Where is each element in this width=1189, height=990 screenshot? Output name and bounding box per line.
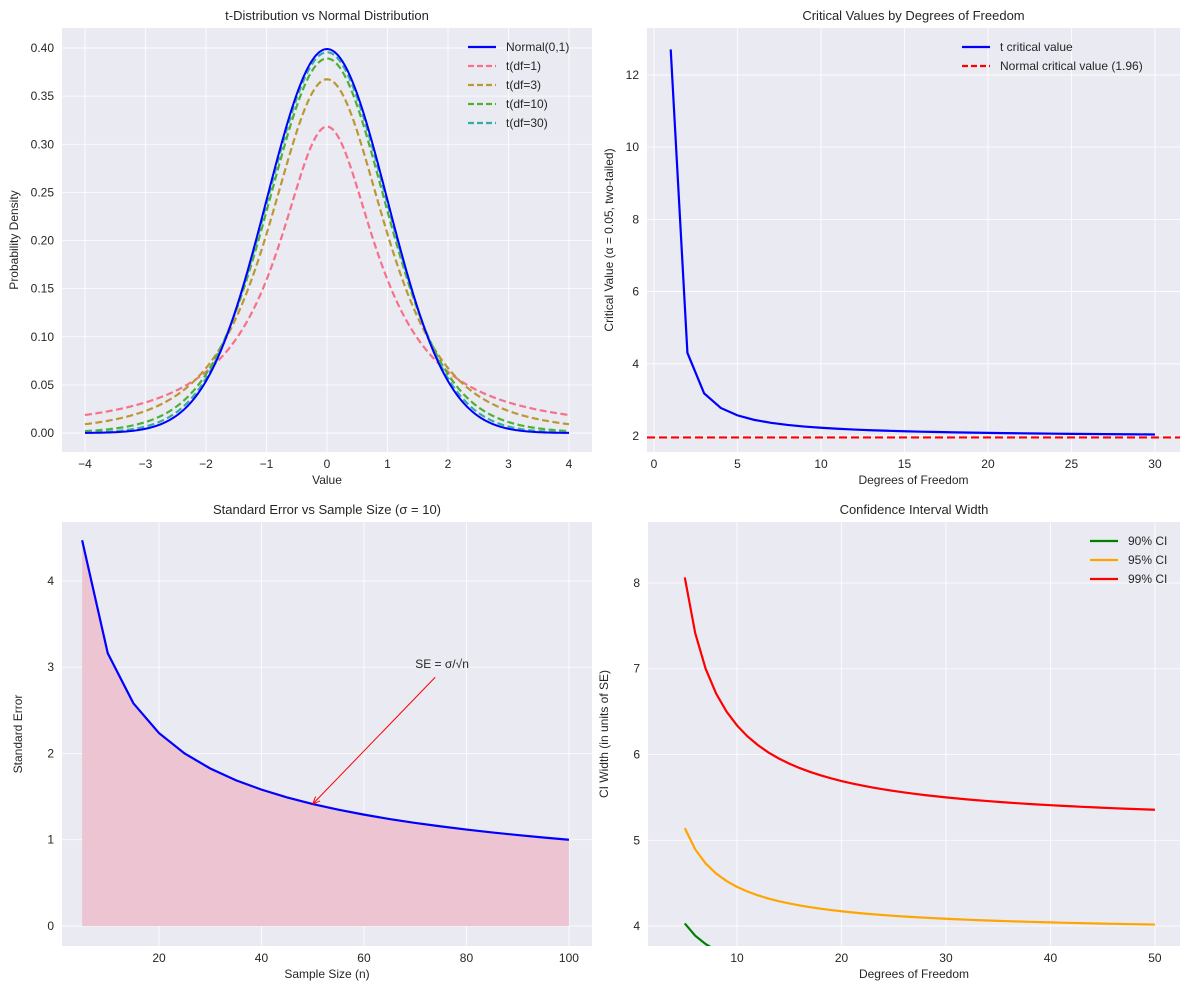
y-tick-label: 2 xyxy=(632,429,639,443)
x-tick-label: −3 xyxy=(139,457,153,471)
x-tick-label: 40 xyxy=(255,951,269,965)
x-tick-label: 20 xyxy=(152,951,166,965)
x-tick-label: 60 xyxy=(357,951,371,965)
series-line-t-df-3- xyxy=(84,78,570,426)
x-tick-label: 3 xyxy=(505,457,512,471)
y-tick-label: 10 xyxy=(626,140,640,154)
y-tick-label: 6 xyxy=(632,285,639,299)
y-axis-label: Probability Density xyxy=(7,190,21,289)
x-tick-label: −4 xyxy=(78,457,92,471)
y-tick-label: 0.40 xyxy=(31,41,55,55)
x-axis-label: Degrees of Freedom xyxy=(858,473,968,487)
y-tick-label: 0.30 xyxy=(31,137,55,151)
x-tick-label: 20 xyxy=(981,457,995,471)
y-tick-label: 4 xyxy=(47,574,54,588)
legend-label: t(df=1) xyxy=(506,59,541,73)
x-tick-label: −2 xyxy=(199,457,213,471)
ci-width-line-99 xyxy=(683,577,1155,811)
plot-marks xyxy=(84,48,570,434)
y-tick-label: 4 xyxy=(633,919,640,933)
legend-label: t critical value xyxy=(1000,40,1073,54)
legend-label: Normal(0,1) xyxy=(506,40,569,54)
x-tick-label: 5 xyxy=(734,457,741,471)
x-tick-label: 25 xyxy=(1065,457,1079,471)
y-tick-label: 0.10 xyxy=(31,330,55,344)
x-axis-label: Value xyxy=(312,473,342,487)
x-tick-label: 1 xyxy=(384,457,391,471)
arrow-head-icon xyxy=(312,796,321,805)
se-line xyxy=(81,540,570,841)
annotation-text: SE = σ/√n xyxy=(415,657,469,671)
legend-label: Normal critical value (1.96) xyxy=(1000,59,1143,73)
y-tick-label: 0 xyxy=(47,919,54,933)
y-axis-label: CI Width (in units of SE) xyxy=(597,670,611,798)
x-tick-label: −1 xyxy=(260,457,274,471)
y-tick-label: 5 xyxy=(633,833,640,847)
y-tick-label: 0.15 xyxy=(31,282,55,296)
y-tick-label: 6 xyxy=(633,747,640,761)
y-axis-label: Critical Value (α = 0.05, two-tailed) xyxy=(602,148,616,331)
y-tick-label: 8 xyxy=(632,212,639,226)
legend-label: t(df=30) xyxy=(506,116,548,130)
chart-title: Confidence Interval Width xyxy=(840,502,989,517)
x-tick-label: 20 xyxy=(835,951,849,965)
t-critical-line xyxy=(669,49,1155,436)
legend-label: 99% CI xyxy=(1128,572,1167,586)
y-tick-label: 12 xyxy=(626,68,640,82)
ci-width-line-95 xyxy=(683,827,1155,926)
x-tick-label: 100 xyxy=(559,951,579,965)
y-tick-label: 2 xyxy=(47,746,54,760)
x-tick-label: 80 xyxy=(460,951,474,965)
y-tick-label: 8 xyxy=(633,576,640,590)
x-axis-label: Sample Size (n) xyxy=(284,967,369,981)
x-tick-label: 2 xyxy=(445,457,452,471)
y-tick-label: 7 xyxy=(633,662,640,676)
x-tick-label: 30 xyxy=(939,951,953,965)
x-tick-label: 15 xyxy=(898,457,912,471)
annotation-arrow xyxy=(312,676,436,805)
series-line-t-df-10- xyxy=(84,57,570,433)
y-tick-label: 0.25 xyxy=(31,185,55,199)
y-tick-label: 0.05 xyxy=(31,378,55,392)
y-tick-label: 0.35 xyxy=(31,89,55,103)
subplot-2: 0 5 10 15 20 25 30 2 4 6 8 10 12 Critical Values by D… xyxy=(602,8,1180,487)
x-tick-label: 0 xyxy=(324,457,331,471)
subplot-3: 20 40 60 80 100 0 1 2 3 4 Standard Error vs Sample… xyxy=(11,502,592,981)
y-tick-label: 4 xyxy=(632,357,639,371)
se-fill-area xyxy=(82,540,569,926)
subplot-1: −4 −3 −2 −1 0 1 2 3 4 0.00 0.05 0.10 0.15 0.20 0.25 0.3… xyxy=(7,8,592,487)
legend-label: 90% CI xyxy=(1128,534,1167,548)
x-tick-label: 0 xyxy=(651,457,658,471)
y-tick-label: 0.20 xyxy=(31,234,55,248)
x-tick-label: 10 xyxy=(730,951,744,965)
x-tick-label: 30 xyxy=(1148,457,1162,471)
y-tick-label: 1 xyxy=(47,833,54,847)
x-tick-label: 50 xyxy=(1148,951,1162,965)
x-axis-label: Degrees of Freedom xyxy=(859,967,969,981)
plot-area xyxy=(647,28,1180,452)
legend-label: t(df=3) xyxy=(506,78,541,92)
plot-marks xyxy=(81,540,570,926)
plot-marks xyxy=(683,577,1155,946)
series-line-normal-0-1- xyxy=(84,48,570,434)
chart-title: Standard Error vs Sample Size (σ = 10) xyxy=(213,502,441,517)
x-tick-label: 40 xyxy=(1044,951,1058,965)
legend-label: 95% CI xyxy=(1128,553,1167,567)
y-tick-label: 3 xyxy=(47,660,54,674)
plot-marks xyxy=(647,49,1180,439)
subplot-4: 10 20 30 40 50 4 5 6 7 8 Confidence Interval Width… xyxy=(597,502,1180,981)
chart-title: t-Distribution vs Normal Distribution xyxy=(225,8,429,23)
x-tick-label: 4 xyxy=(566,457,573,471)
x-tick-label: 10 xyxy=(814,457,828,471)
legend-label: t(df=10) xyxy=(506,97,548,111)
chart-title: Critical Values by Degrees of Freedom xyxy=(802,8,1024,23)
y-axis-label: Standard Error xyxy=(11,695,25,774)
y-tick-label: 0.00 xyxy=(31,426,55,440)
series-line-t-df-30- xyxy=(84,51,570,434)
